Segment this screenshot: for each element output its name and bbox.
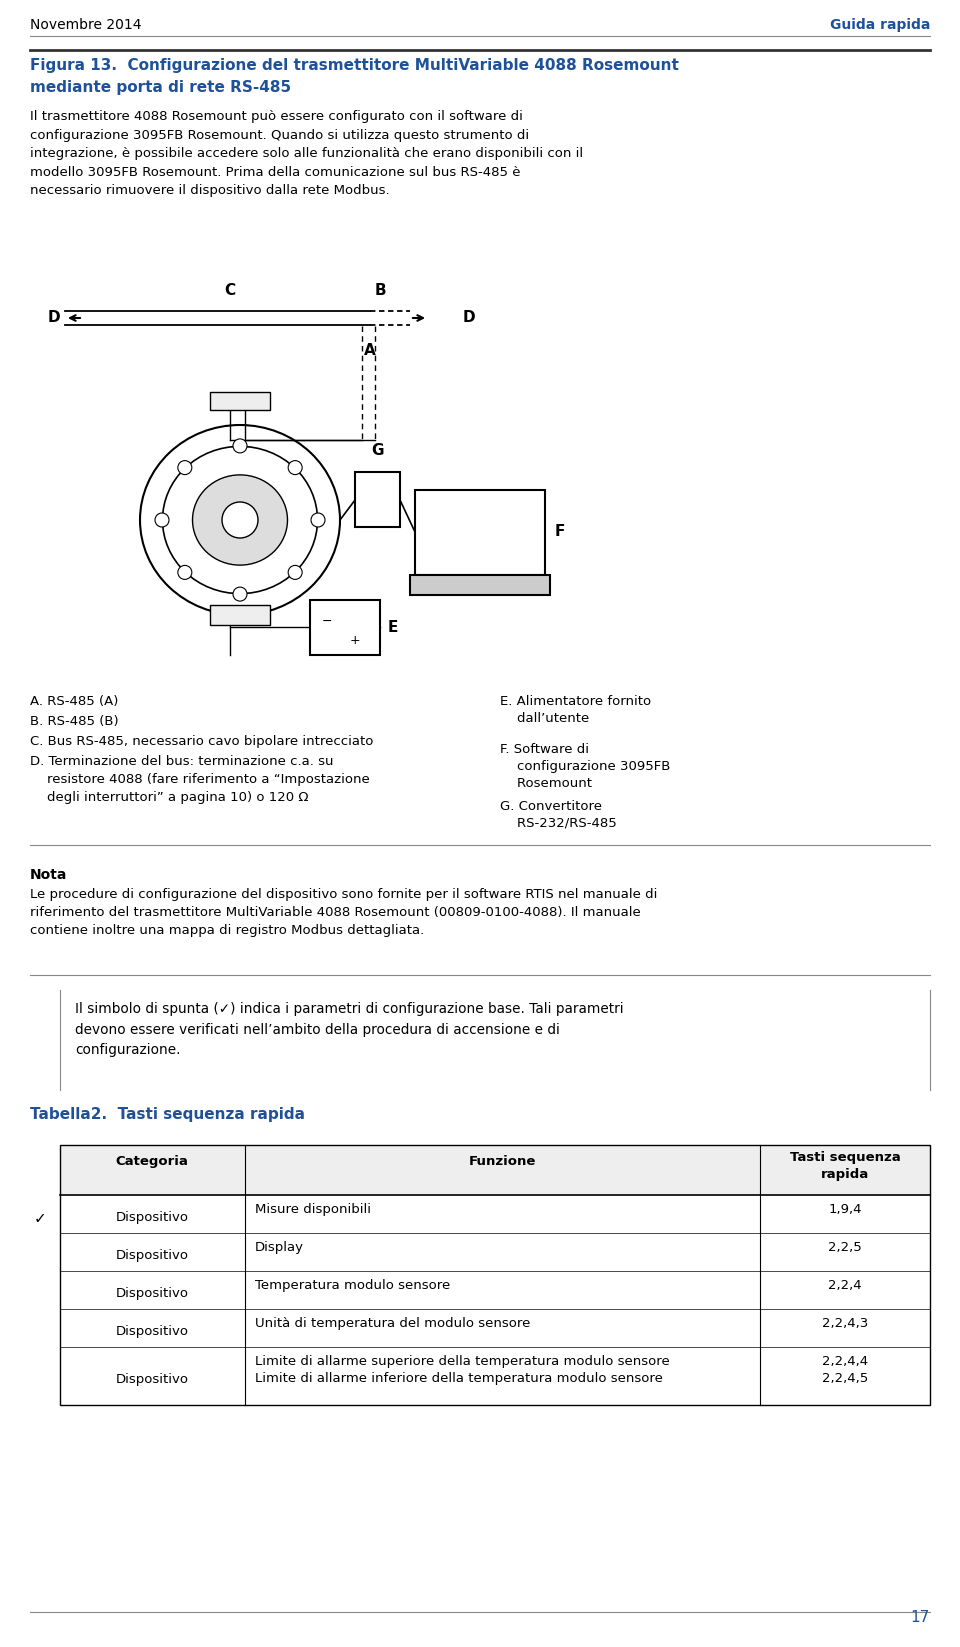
Circle shape xyxy=(155,512,169,527)
Text: Dispositivo: Dispositivo xyxy=(115,1374,188,1387)
Text: B. RS-485 (B): B. RS-485 (B) xyxy=(30,715,119,728)
Circle shape xyxy=(288,461,302,474)
Text: Dispositivo: Dispositivo xyxy=(115,1250,188,1263)
Text: +: + xyxy=(350,634,361,647)
Text: Display: Display xyxy=(255,1240,304,1253)
Bar xyxy=(210,604,270,624)
Text: 2,2,4,4
2,2,4,5: 2,2,4,4 2,2,4,5 xyxy=(822,1355,868,1385)
Text: Tabella2.  Tasti sequenza rapida: Tabella2. Tasti sequenza rapida xyxy=(30,1107,305,1122)
Text: Nota: Nota xyxy=(30,868,67,883)
Text: ✓: ✓ xyxy=(34,1212,46,1227)
Text: D: D xyxy=(48,311,60,326)
Ellipse shape xyxy=(193,474,287,565)
Text: Dispositivo: Dispositivo xyxy=(115,1326,188,1339)
Text: G. Convertitore
    RS-232/RS-485: G. Convertitore RS-232/RS-485 xyxy=(500,800,616,830)
Text: 2,2,4,3: 2,2,4,3 xyxy=(822,1318,868,1331)
Bar xyxy=(310,600,380,656)
Text: Novembre 2014: Novembre 2014 xyxy=(30,18,141,31)
Text: D. Terminazione del bus: terminazione c.a. su
    resistore 4088 (fare riferimen: D. Terminazione del bus: terminazione c.… xyxy=(30,754,370,804)
Text: Dispositivo: Dispositivo xyxy=(115,1288,188,1301)
Text: Categoria: Categoria xyxy=(115,1155,188,1168)
Text: C: C xyxy=(225,283,235,298)
Text: Misure disponibili: Misure disponibili xyxy=(255,1202,371,1215)
Text: Tasti sequenza
rapida: Tasti sequenza rapida xyxy=(790,1151,900,1181)
Text: C. Bus RS-485, necessario cavo bipolare intrecciato: C. Bus RS-485, necessario cavo bipolare … xyxy=(30,735,373,748)
Bar xyxy=(415,491,545,575)
Bar xyxy=(60,1145,930,1405)
Circle shape xyxy=(178,565,192,580)
Circle shape xyxy=(311,512,325,527)
Circle shape xyxy=(178,461,192,474)
Ellipse shape xyxy=(162,446,318,593)
Circle shape xyxy=(288,565,302,580)
Text: B: B xyxy=(374,283,386,298)
Text: Dispositivo: Dispositivo xyxy=(115,1212,188,1224)
Text: −: − xyxy=(322,614,332,628)
Text: Il simbolo di spunta (✓) indica i parametri di configurazione base. Tali paramet: Il simbolo di spunta (✓) indica i parame… xyxy=(75,1001,624,1057)
Text: 2,2,5: 2,2,5 xyxy=(828,1240,862,1253)
Text: Figura 13.  Configurazione del trasmettitore MultiVariable 4088 Rosemount: Figura 13. Configurazione del trasmettit… xyxy=(30,58,679,72)
Text: Guida rapida: Guida rapida xyxy=(829,18,930,31)
Text: D: D xyxy=(463,311,475,326)
Bar xyxy=(210,392,270,410)
Text: F: F xyxy=(555,524,565,540)
Text: mediante porta di rete RS-485: mediante porta di rete RS-485 xyxy=(30,81,291,96)
Text: E: E xyxy=(388,619,398,634)
Text: Limite di allarme superiore della temperatura modulo sensore
Limite di allarme i: Limite di allarme superiore della temper… xyxy=(255,1355,670,1385)
Text: Unità di temperatura del modulo sensore: Unità di temperatura del modulo sensore xyxy=(255,1318,530,1331)
Text: Il trasmettitore 4088 Rosemount può essere configurato con il software di
config: Il trasmettitore 4088 Rosemount può esse… xyxy=(30,110,583,198)
Text: A: A xyxy=(364,343,376,357)
Text: F. Software di
    configurazione 3095FB
    Rosemount: F. Software di configurazione 3095FB Ros… xyxy=(500,743,670,791)
Circle shape xyxy=(233,586,247,601)
Text: Temperatura modulo sensore: Temperatura modulo sensore xyxy=(255,1280,450,1291)
Circle shape xyxy=(233,438,247,453)
Text: G: G xyxy=(371,443,383,458)
Text: 2,2,4: 2,2,4 xyxy=(828,1280,862,1291)
Bar xyxy=(60,1145,930,1196)
Text: 17: 17 xyxy=(911,1611,930,1626)
Text: Le procedure di configurazione del dispositivo sono fornite per il software RTIS: Le procedure di configurazione del dispo… xyxy=(30,888,658,937)
Text: Funzione: Funzione xyxy=(468,1155,536,1168)
Text: A. RS-485 (A): A. RS-485 (A) xyxy=(30,695,118,708)
Bar xyxy=(410,575,550,595)
Circle shape xyxy=(222,502,258,539)
Text: 1,9,4: 1,9,4 xyxy=(828,1202,862,1215)
Text: E. Alimentatore fornito
    dall’utente: E. Alimentatore fornito dall’utente xyxy=(500,695,651,725)
Ellipse shape xyxy=(140,425,340,614)
Bar xyxy=(355,473,400,527)
